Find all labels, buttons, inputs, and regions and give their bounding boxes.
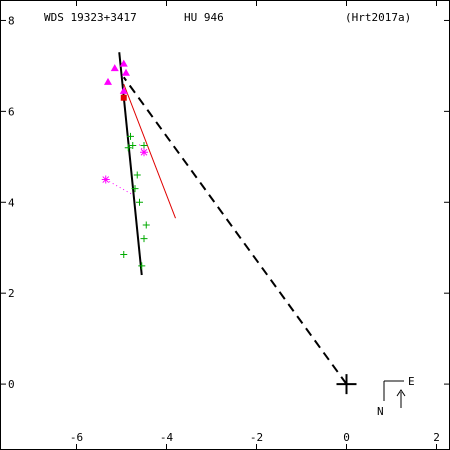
micrometric-point <box>136 198 143 206</box>
micrometric-point <box>133 171 141 179</box>
y-tick-label: 8 <box>8 14 15 27</box>
asterisk-point <box>101 175 110 184</box>
ephemeris-line <box>123 83 176 219</box>
interferometric-point <box>119 86 128 94</box>
interferometric-point <box>104 77 112 85</box>
micrometric-point <box>127 132 134 140</box>
x-tick-label: 2 <box>433 431 440 444</box>
header-ref: (Hrt2017a) <box>345 11 411 24</box>
primary-star-marker <box>336 374 357 395</box>
x-tick-label: -2 <box>250 431 263 444</box>
compass-east-label: E <box>408 375 415 388</box>
micrometric-point <box>124 144 132 152</box>
y-tick-label: 0 <box>8 378 15 391</box>
compass: E N <box>377 375 415 418</box>
periastron-connector <box>122 76 348 385</box>
y-tick-label: 2 <box>8 287 15 300</box>
y-tick-label: 4 <box>8 196 15 209</box>
data-layer <box>101 52 357 395</box>
interferometric-point <box>110 64 119 72</box>
y-tick-label: 6 <box>8 105 15 118</box>
interferometric-point <box>119 59 128 67</box>
micrometric-point <box>120 251 128 259</box>
x-tick-label: -4 <box>160 431 174 444</box>
micrometric-point <box>140 141 148 149</box>
header-wds: WDS 19323+3417 <box>44 11 137 24</box>
interferometric-point <box>122 68 130 76</box>
rotation-arrow-head <box>396 389 406 397</box>
header-disc: HU 946 <box>184 11 224 24</box>
residual-segment <box>105 179 135 196</box>
micrometric-point <box>142 221 150 229</box>
micrometric-point <box>131 185 139 193</box>
micrometric-point <box>138 262 146 270</box>
x-tick-label: -6 <box>70 431 83 444</box>
asterisk-point <box>140 148 148 157</box>
micrometric-point <box>129 141 137 149</box>
residual-segment <box>138 142 145 153</box>
x-tick-label: 0 <box>343 431 350 444</box>
compass-north-label: N <box>377 405 384 418</box>
micrometric-point <box>140 235 148 243</box>
speckle-point <box>120 94 127 101</box>
